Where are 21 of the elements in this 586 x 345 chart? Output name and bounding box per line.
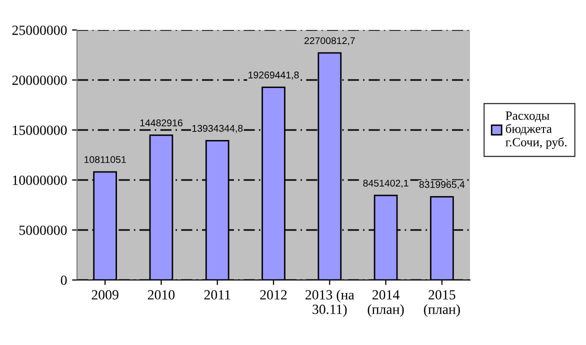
data-label: 10811051 [84, 156, 126, 164]
x-tick-label: 2009 [92, 290, 118, 300]
data-label: 8319965,4 [419, 181, 465, 190]
y-tick-label: 0 [60, 276, 67, 285]
x-tick-label: 2015 (план) [424, 290, 460, 317]
data-label: 8451402,1 [363, 180, 408, 188]
legend-label: Расходы бюджета г.Сочи, руб. [506, 112, 567, 149]
y-tick-label: 20000000 [12, 76, 67, 85]
x-tick-label: 2014 (план) [368, 290, 404, 317]
x-tick-label: 2012 [260, 290, 287, 300]
data-label: 14482916 [140, 119, 182, 126]
x-tick-label: 2011 [204, 290, 230, 300]
y-tick-label: 10000000 [12, 176, 67, 185]
data-label: 13934344,8 [192, 124, 243, 133]
y-tick-label: 15000000 [12, 126, 67, 135]
x-tick-label: 2010 [148, 290, 175, 300]
y-tick-label: 25000000 [12, 26, 67, 35]
data-label: 19269441,8 [248, 72, 299, 80]
y-tick-label: 5000000 [19, 226, 67, 235]
data-label: 22700812,7 [304, 37, 355, 46]
x-tick-label: 2013 (на 30.11) [306, 290, 354, 317]
